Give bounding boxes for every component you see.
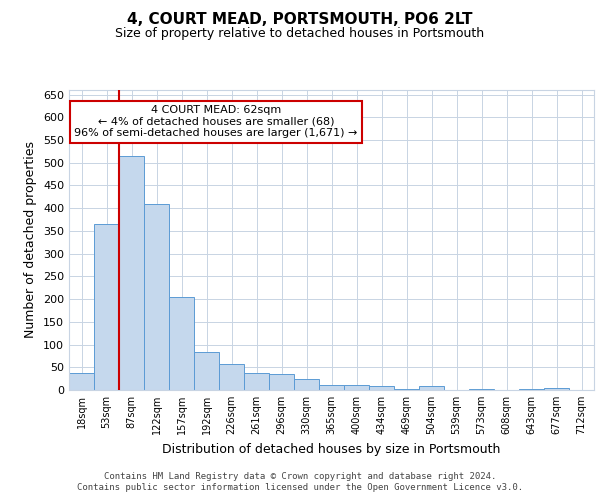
- Text: 4, COURT MEAD, PORTSMOUTH, PO6 2LT: 4, COURT MEAD, PORTSMOUTH, PO6 2LT: [127, 12, 473, 28]
- Bar: [144, 204, 169, 390]
- Text: Size of property relative to detached houses in Portsmouth: Size of property relative to detached ho…: [115, 28, 485, 40]
- Bar: [69, 373, 94, 390]
- Bar: [344, 386, 369, 390]
- Text: Contains HM Land Registry data © Crown copyright and database right 2024.
Contai: Contains HM Land Registry data © Crown c…: [77, 472, 523, 492]
- Bar: [519, 389, 544, 390]
- Bar: [369, 386, 394, 390]
- Bar: [269, 374, 294, 390]
- Text: 4 COURT MEAD: 62sqm
← 4% of detached houses are smaller (68)
96% of semi-detache: 4 COURT MEAD: 62sqm ← 4% of detached hou…: [74, 105, 358, 138]
- X-axis label: Distribution of detached houses by size in Portsmouth: Distribution of detached houses by size …: [163, 442, 500, 456]
- Bar: [94, 224, 119, 390]
- Bar: [169, 297, 194, 390]
- Bar: [469, 389, 494, 390]
- Bar: [319, 384, 344, 390]
- Bar: [544, 388, 569, 390]
- Bar: [294, 378, 319, 390]
- Bar: [244, 373, 269, 390]
- Bar: [194, 352, 219, 390]
- Bar: [394, 389, 419, 390]
- Bar: [219, 364, 244, 390]
- Bar: [419, 386, 444, 390]
- Bar: [119, 156, 144, 390]
- Y-axis label: Number of detached properties: Number of detached properties: [25, 142, 37, 338]
